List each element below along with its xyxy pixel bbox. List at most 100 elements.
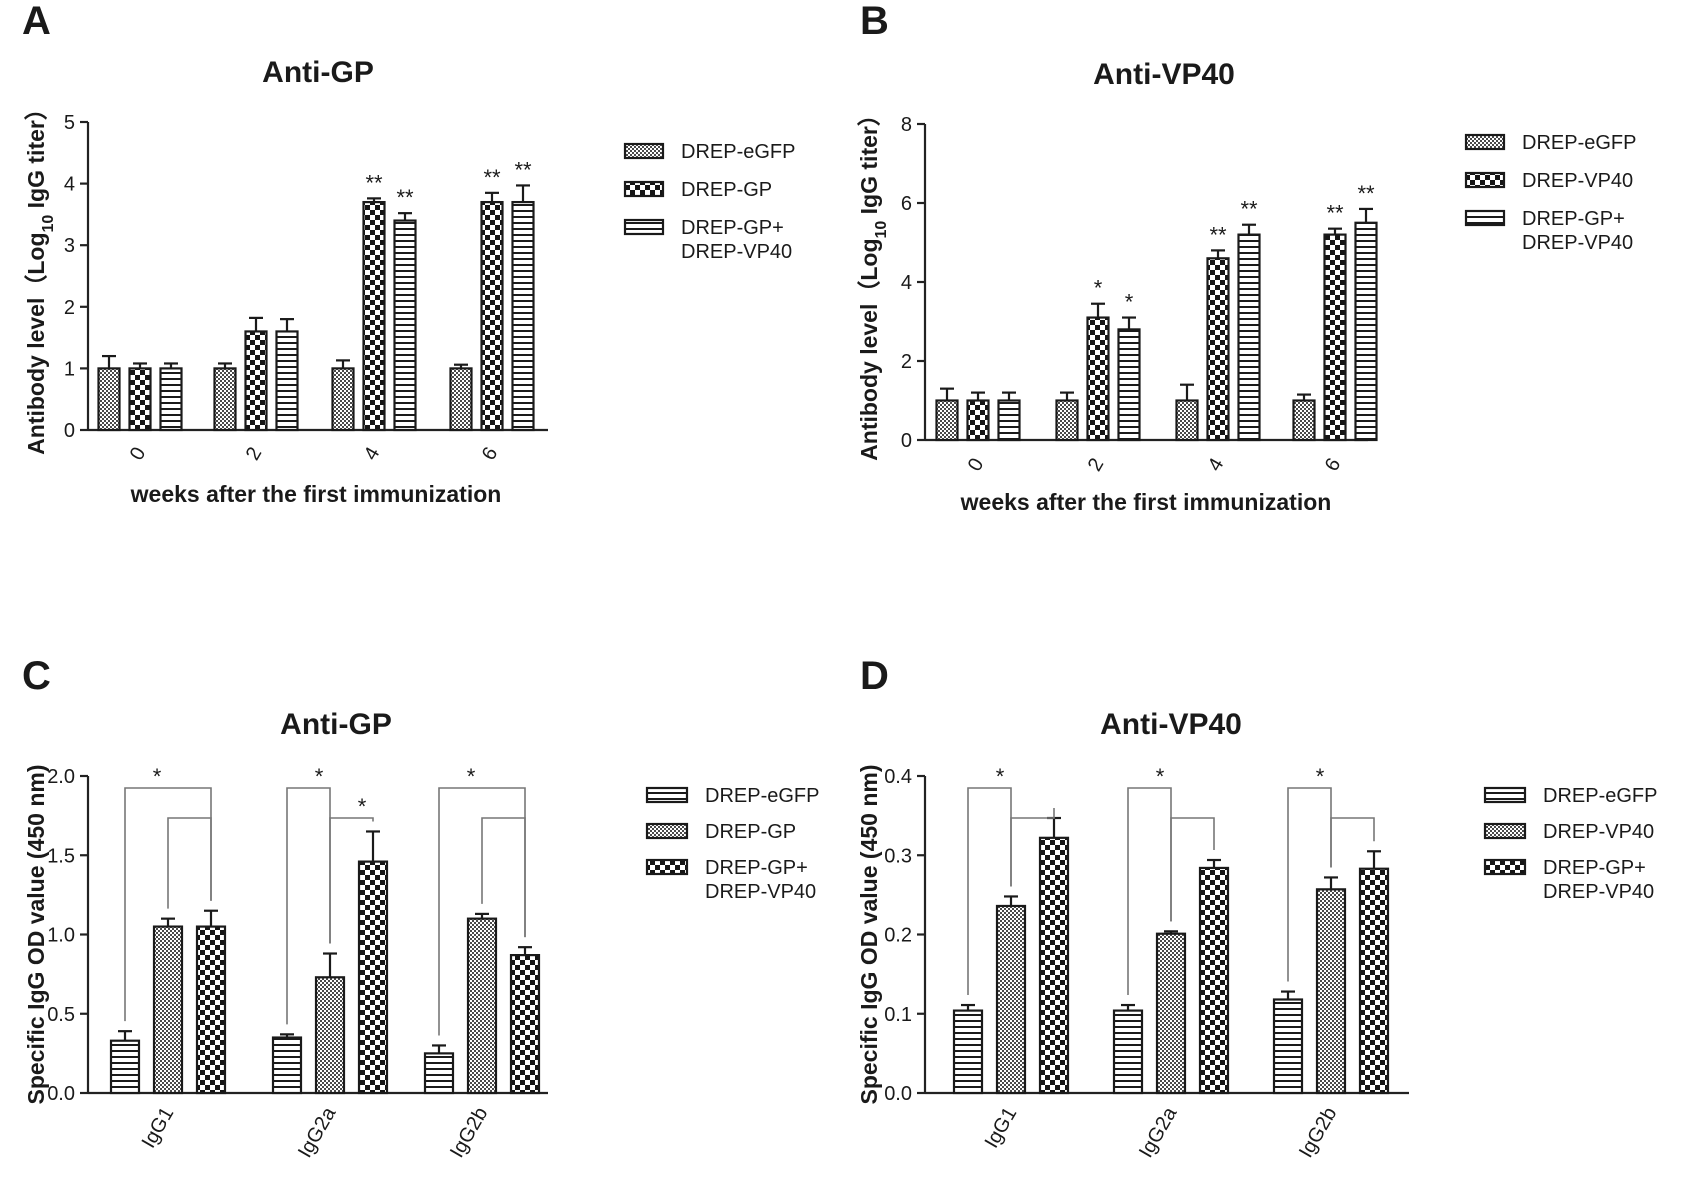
y-tick-label: 0.2 (884, 925, 912, 947)
y-tick-label: 0.5 (47, 1004, 75, 1026)
bar-D-IgG1-2 (1038, 836, 1070, 1095)
bar-A-6-2 (511, 200, 535, 432)
chart-title-B: Anti-VP40 (1093, 58, 1235, 91)
y-axis-label: Specific IgG OD value (450 nm) (23, 765, 49, 1105)
legend-label: DREP-GP+ (1543, 857, 1646, 879)
bracket-significance-marker: * (315, 764, 324, 789)
x-tick-label: IgG2b (446, 1104, 492, 1162)
legend-label: DREP-GP+ (705, 857, 808, 879)
bar-D-IgG2a-0 (1112, 1009, 1144, 1095)
legend-label: DREP-GP (705, 821, 796, 843)
x-axis-label: weeks after the first immunization (960, 489, 1332, 515)
y-tick-label: 0 (901, 430, 912, 452)
legend-label: DREP-VP40 (1543, 881, 1654, 903)
y-tick-label: 0.1 (884, 1004, 912, 1026)
significance-marker: ** (365, 170, 383, 195)
bar-B-0-1 (966, 399, 990, 442)
y-tick-label: 0 (64, 420, 75, 442)
legend-label: DREP-GP+ (681, 217, 784, 239)
bar-B-0-0 (935, 399, 959, 442)
bar-A-0-0 (97, 367, 121, 432)
significance-marker: ** (396, 185, 414, 210)
bracket-significance-marker: * (1156, 764, 1165, 789)
legend-label: DREP-GP (681, 179, 772, 201)
x-tick-label: 0 (964, 455, 989, 476)
y-tick-label: 1.0 (47, 925, 75, 947)
x-axis-label: weeks after the first immunization (130, 481, 502, 507)
bracket-significance-marker: * (358, 794, 367, 819)
bar-C-IgG1-1 (152, 925, 184, 1095)
legend-label: DREP-VP40 (1522, 232, 1633, 254)
panel-letter-C: C (22, 654, 51, 698)
legend-label: DREP-VP40 (681, 241, 792, 263)
bar-B-4-2 (1237, 233, 1261, 442)
bar-B-0-2 (997, 399, 1021, 442)
y-tick-label: 2.0 (47, 766, 75, 788)
legend-label: DREP-eGFP (1522, 132, 1636, 154)
x-tick-label: 6 (478, 444, 503, 465)
legend-swatch-2 (1464, 209, 1506, 227)
x-tick-label: IgG2a (1135, 1103, 1182, 1162)
bar-A-2-2 (275, 330, 299, 432)
significance-marker: ** (1357, 181, 1375, 206)
bar-D-IgG2b-0 (1272, 998, 1304, 1095)
y-tick-label: 0.0 (884, 1083, 912, 1105)
bar-D-IgG1-1 (995, 904, 1027, 1095)
bracket-significance-marker: * (1316, 764, 1325, 789)
bar-B-4-0 (1175, 399, 1199, 442)
legend-swatch-0 (623, 142, 665, 160)
bar-B-6-0 (1292, 399, 1316, 442)
bar-C-IgG1-0 (109, 1039, 141, 1095)
legend-swatch-1 (645, 822, 689, 840)
significance-bracket (167, 817, 212, 909)
legend-label: DREP-eGFP (681, 141, 795, 163)
x-tick-label: 4 (1204, 455, 1229, 476)
x-tick-label: 0 (126, 444, 151, 465)
x-tick-label: 2 (242, 444, 267, 465)
y-axis-label: Specific IgG OD value (450 nm) (856, 765, 882, 1105)
significance-bracket (1170, 817, 1215, 922)
bar-D-IgG2b-2 (1358, 867, 1390, 1095)
significance-marker: ** (514, 157, 532, 182)
y-tick-label: 2 (901, 351, 912, 373)
legend-swatch-2 (1483, 858, 1527, 876)
bar-A-4-0 (331, 367, 355, 432)
significance-bracket (1010, 808, 1055, 887)
bar-A-4-2 (393, 219, 417, 432)
x-tick-label: IgG1 (138, 1104, 179, 1153)
bar-D-IgG2b-1 (1315, 888, 1347, 1095)
legend-swatch-0 (645, 786, 689, 804)
y-tick-label: 1.5 (47, 845, 75, 867)
legend-swatch-1 (623, 180, 665, 198)
bracket-significance-marker: * (153, 764, 162, 789)
bar-B-2-0 (1055, 399, 1079, 442)
significance-marker: ** (1326, 201, 1344, 226)
bar-C-IgG2b-2 (509, 954, 541, 1095)
legend-swatch-2 (645, 858, 689, 876)
bar-B-2-2 (1117, 328, 1141, 442)
y-tick-label: 8 (901, 114, 912, 136)
panel-letter-A: A (22, 0, 51, 43)
bar-B-6-2 (1354, 221, 1378, 442)
legend-label: DREP-VP40 (705, 881, 816, 903)
significance-marker: ** (1209, 222, 1227, 247)
legend-label: DREP-GP+ (1522, 208, 1625, 230)
x-tick-label: IgG2b (1295, 1104, 1341, 1162)
legend-label: DREP-eGFP (705, 785, 819, 807)
panel-letter-B: B (860, 0, 889, 43)
bar-D-IgG1-0 (952, 1009, 984, 1095)
significance-marker: ** (483, 165, 501, 190)
bar-D-IgG2a-1 (1155, 932, 1187, 1095)
y-tick-label: 4 (64, 174, 75, 196)
y-tick-label: 1 (64, 358, 75, 380)
bracket-significance-marker: * (996, 764, 1005, 789)
panel-letter-D: D (860, 654, 889, 698)
legend-swatch-0 (1483, 786, 1527, 804)
bar-B-4-1 (1206, 257, 1230, 442)
x-tick-label: 4 (360, 444, 385, 465)
legend-swatch-1 (1464, 171, 1506, 189)
y-tick-label: 0.4 (884, 766, 912, 788)
legend-label: DREP-eGFP (1543, 785, 1657, 807)
y-tick-label: 4 (901, 272, 912, 294)
significance-marker: * (1125, 290, 1134, 315)
